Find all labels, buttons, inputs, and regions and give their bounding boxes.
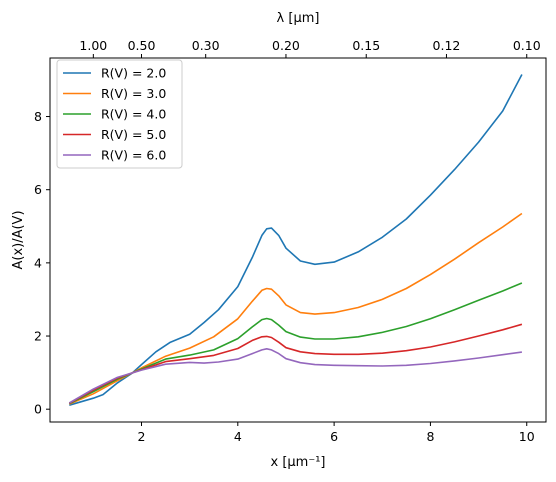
series-line-2 (68, 212, 523, 405)
legend: R(V) = 2.0 R(V) = 3.0 R(V) = 4.0 R(V) = 5.0… (56, 59, 183, 169)
left-axis: 0 2 4 6 8 (34, 109, 50, 417)
series-line-4 (68, 323, 523, 405)
y-tick-label: 0 (34, 402, 42, 417)
top-axis-label: λ [μm] (277, 11, 320, 26)
plot-frame (49, 57, 547, 423)
bottom-axis: 2 4 6 8 10 (138, 422, 535, 444)
legend-items: R(V) = 2.0 R(V) = 3.0 R(V) = 4.0 R(V) = 5.0… (63, 66, 166, 163)
top-tick-label: 0.12 (433, 38, 461, 53)
x-tick-label: 10 (519, 429, 535, 444)
x-tick-label: 6 (330, 429, 338, 444)
legend-label: R(V) = 2.0 (101, 66, 166, 81)
series-line-3 (68, 282, 523, 405)
top-tick-label: 0.30 (192, 38, 220, 53)
x-tick-label: 4 (234, 429, 242, 444)
legend-label: R(V) = 3.0 (101, 86, 166, 101)
x-tick-label: 2 (138, 429, 146, 444)
x-tick-label: 8 (426, 429, 434, 444)
top-tick-label: 1.00 (79, 38, 107, 53)
plot-area (49, 57, 547, 423)
x-axis-label: x [μm⁻¹] (271, 455, 326, 470)
legend-label: R(V) = 5.0 (101, 127, 166, 142)
series-line-1 (69, 74, 523, 406)
top-tick-label: 0.50 (128, 38, 156, 53)
series-lines (68, 74, 523, 406)
y-tick-label: 6 (34, 182, 42, 197)
top-tick-label: 0.15 (352, 38, 380, 53)
top-tick-label: 0.20 (272, 38, 300, 53)
y-tick-label: 8 (34, 109, 42, 124)
legend-label: R(V) = 4.0 (101, 107, 166, 122)
series-line-5 (68, 348, 523, 404)
y-tick-label: 4 (34, 255, 42, 270)
y-axis-label: A(x)/A(V) (11, 210, 26, 269)
top-tick-label: 0.10 (513, 38, 541, 53)
y-tick-label: 2 (34, 329, 42, 344)
legend-box (56, 59, 183, 169)
legend-label: R(V) = 6.0 (101, 148, 166, 163)
top-axis: 1.00 0.50 0.30 0.20 0.15 0.12 0.10 (79, 38, 541, 58)
